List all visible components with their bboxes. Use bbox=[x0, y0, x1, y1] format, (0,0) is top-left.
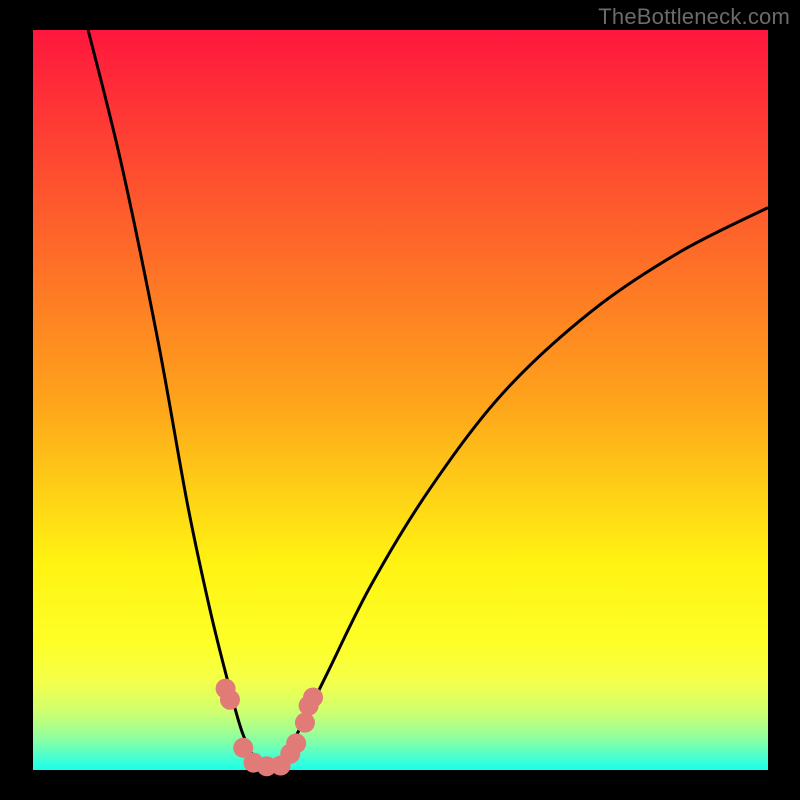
data-marker bbox=[295, 713, 315, 733]
data-marker bbox=[220, 690, 240, 710]
chart-svg-layer bbox=[0, 0, 800, 800]
data-marker bbox=[303, 687, 323, 707]
curve-left-branch bbox=[88, 30, 268, 770]
data-marker bbox=[286, 733, 306, 753]
curve-right-branch bbox=[268, 208, 768, 770]
markers-group bbox=[216, 679, 323, 777]
watermark-text: TheBottleneck.com bbox=[598, 4, 790, 30]
